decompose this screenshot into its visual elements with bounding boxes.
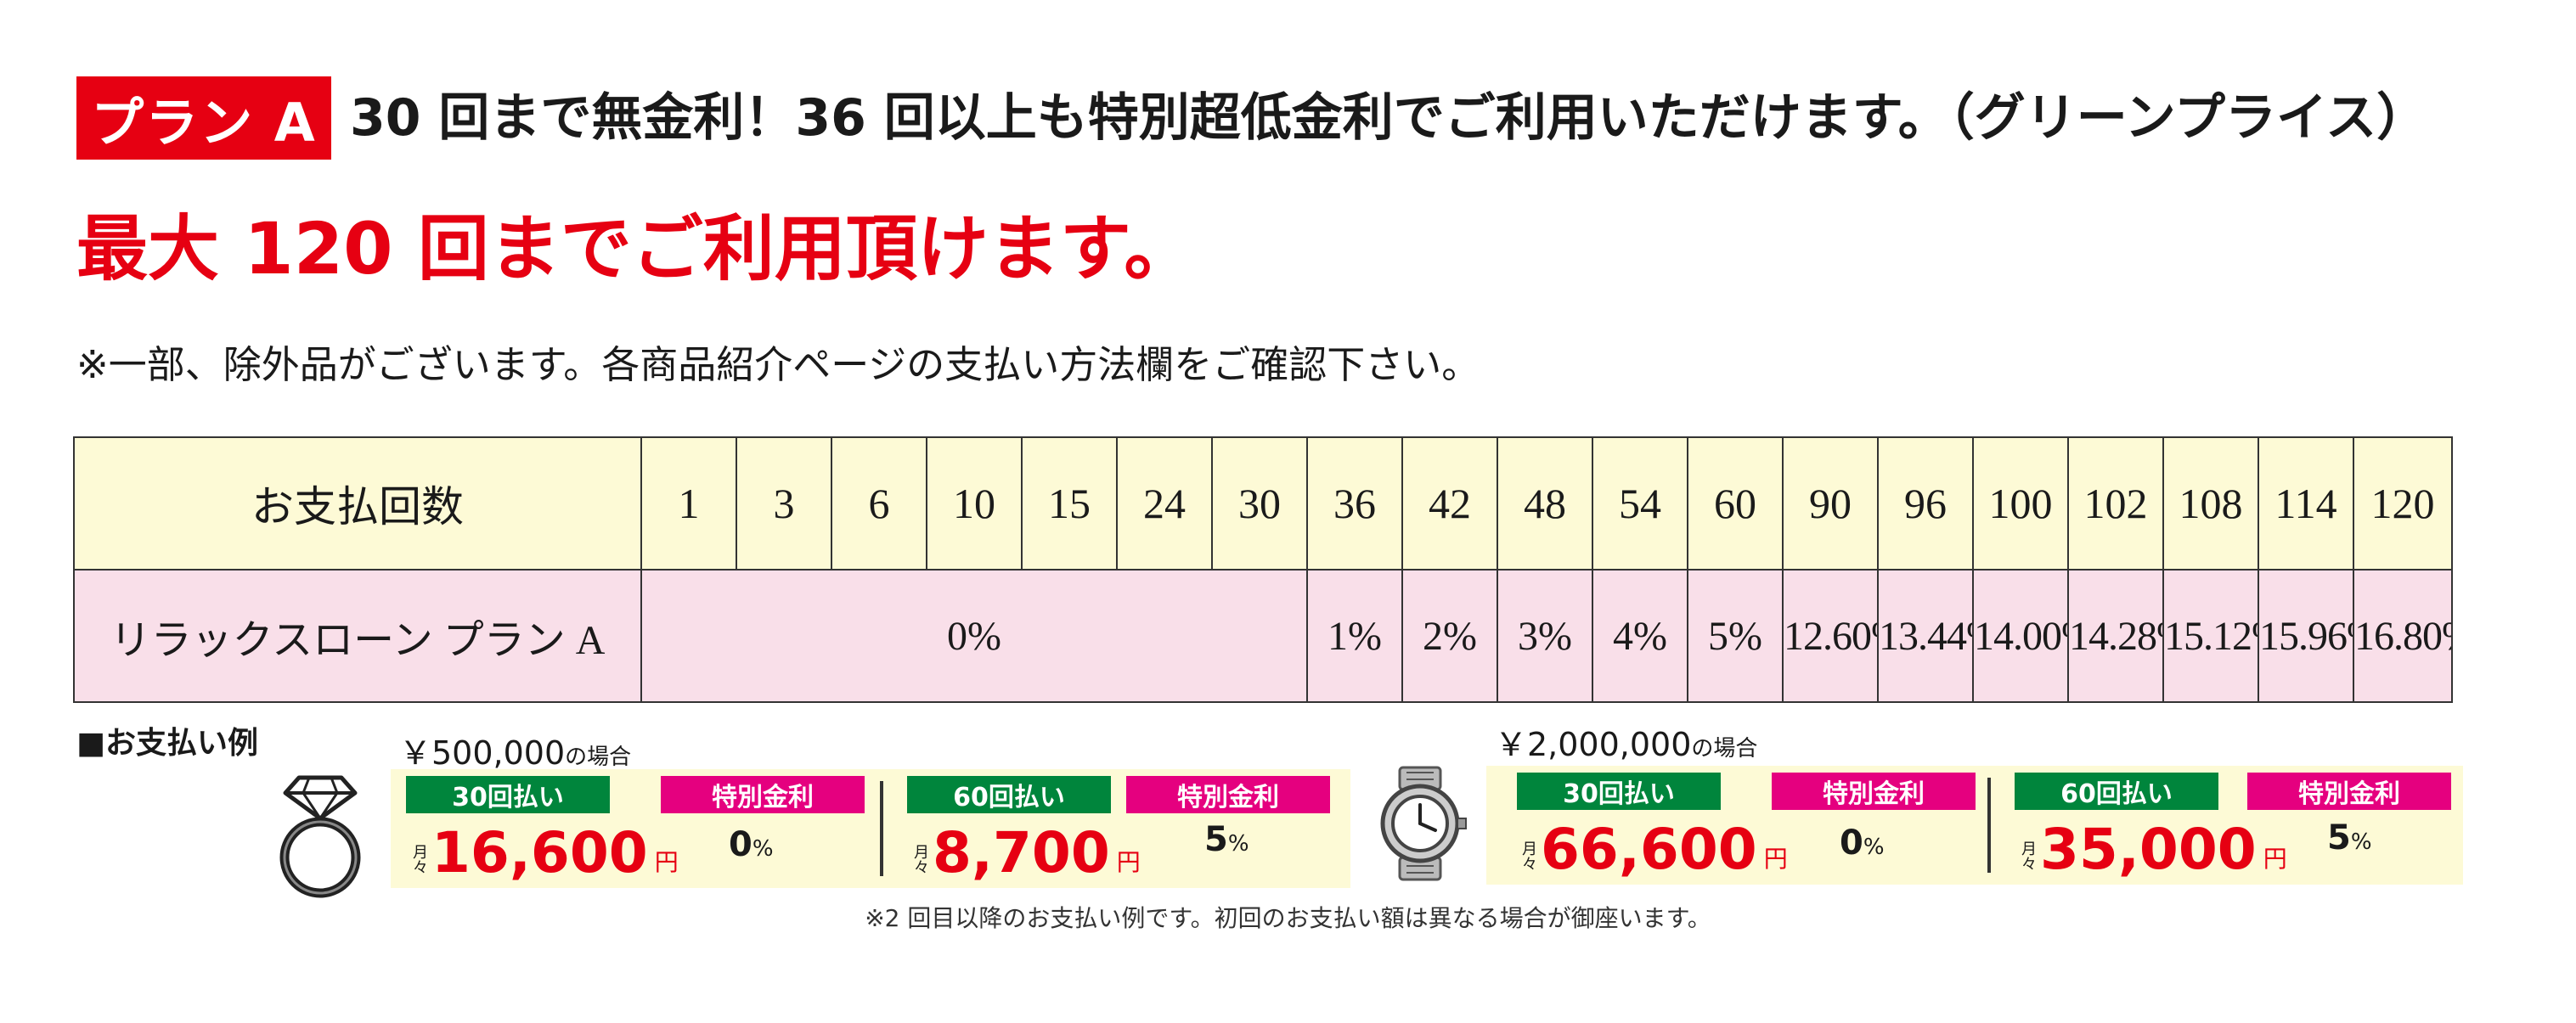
interest-rate-cell: 15.96% xyxy=(2258,569,2354,703)
plan-divider xyxy=(880,781,883,876)
ring-icon xyxy=(273,771,367,898)
monthly-amount: 月々 16,600 円 xyxy=(409,823,679,883)
interest-rate-cell: 14.00% xyxy=(1972,569,2069,703)
special-rate-value: 5% xyxy=(2327,818,2372,857)
interest-rate-cell: 13.44% xyxy=(1877,569,1974,703)
payment-count-cell: 96 xyxy=(1877,436,1974,571)
payment-count-cell: 42 xyxy=(1401,436,1498,571)
yen-unit: 円 xyxy=(1763,845,1788,873)
payment-count-cell: 10 xyxy=(926,436,1023,571)
interest-rate-cell: 1% xyxy=(1306,569,1403,703)
example-price: ￥2,000,000 xyxy=(1495,726,1692,763)
example-price-suffix: の場合 xyxy=(565,745,632,770)
payment-examples-title: ■お支払い例 xyxy=(76,726,259,761)
payment-count-cell: 90 xyxy=(1782,436,1879,571)
zero-rate-cell: 0% xyxy=(640,569,1308,703)
payment-count-cell: 6 xyxy=(831,436,927,571)
example-price: ￥500,000 xyxy=(399,734,566,772)
installment-count-tag: 60回払い xyxy=(2015,773,2218,810)
plan-a-badge: プラン A xyxy=(76,76,331,160)
rate-percent: % xyxy=(1227,831,1249,857)
payment-count-cell: 30 xyxy=(1211,436,1308,571)
yen-unit: 円 xyxy=(1116,848,1141,876)
special-rate-tag: 特別金利 xyxy=(1126,776,1330,813)
payment-count-cell: 3 xyxy=(736,436,832,571)
interest-rate-cell: 2% xyxy=(1401,569,1498,703)
monthly-amount: 月々 66,600 円 xyxy=(1519,820,1788,880)
installment-count-tag: 30回払い xyxy=(406,776,610,813)
monthly-amount-value: 66,600 xyxy=(1541,817,1757,882)
payment-count-cell: 24 xyxy=(1116,436,1213,571)
payment-count-cell: 1 xyxy=(640,436,737,571)
payment-count-cell: 54 xyxy=(1592,436,1688,571)
rate-number: 5 xyxy=(1204,820,1228,859)
rate-number: 0 xyxy=(1840,823,1863,863)
payment-count-cell: 108 xyxy=(2162,436,2259,571)
interest-rate-cell: 5% xyxy=(1687,569,1784,703)
yen-unit: 円 xyxy=(654,848,679,876)
installment-count-tag: 60回払い xyxy=(907,776,1111,813)
payment-count-cell: 114 xyxy=(2258,436,2354,571)
payment-count-cell: 60 xyxy=(1687,436,1784,571)
payment-count-cell: 100 xyxy=(1972,436,2069,571)
interest-rate-cell: 14.28% xyxy=(2067,569,2164,703)
payment-count-cell: 36 xyxy=(1306,436,1403,571)
example-price-label: ￥500,000の場合 xyxy=(399,727,631,773)
interest-rate-cell: 4% xyxy=(1592,569,1688,703)
yen-unit: 円 xyxy=(2263,845,2287,873)
payment-footnote: ※2 回目以降のお支払い例です。初回のお支払い額は異なる場合が御座います。 xyxy=(865,904,1711,932)
example-price-suffix: の場合 xyxy=(1691,736,1758,762)
special-rate-value: 0% xyxy=(729,825,774,864)
interest-rate-cell: 15.12% xyxy=(2162,569,2259,703)
rate-percent: % xyxy=(2350,829,2372,855)
monthly-amount-value: 16,600 xyxy=(431,820,648,885)
plan-divider xyxy=(1987,778,1991,873)
max-installments-headline: 最大 120 回までご利用頂けます。 xyxy=(76,207,1196,290)
watch-icon xyxy=(1369,764,1471,883)
special-rate-tag: 特別金利 xyxy=(661,776,865,813)
monthly-amount-value: 35,000 xyxy=(2040,817,2257,882)
monthly-prefix: 月々 xyxy=(1519,840,1537,871)
special-rate-value: 0% xyxy=(1840,823,1885,863)
installment-count-tag: 30回払い xyxy=(1517,773,1721,810)
monthly-amount: 月々 8,700 円 xyxy=(910,823,1141,883)
payment-count-cell: 120 xyxy=(2353,436,2453,571)
monthly-prefix: 月々 xyxy=(911,844,929,874)
plan-name-header: リラックスローン プラン A xyxy=(73,569,642,703)
installment-rate-table: お支払回数 1 3 6 10 15 24 30 36 42 48 54 60 9… xyxy=(73,436,2453,703)
payment-count-cell: 48 xyxy=(1497,436,1593,571)
rate-number: 0 xyxy=(729,825,753,864)
rate-percent: % xyxy=(1863,835,1885,860)
monthly-prefix: 月々 xyxy=(410,844,428,874)
special-rate-tag: 特別金利 xyxy=(1772,773,1976,810)
monthly-prefix: 月々 xyxy=(2019,840,2037,871)
interest-rate-cell: 16.80% xyxy=(2353,569,2453,703)
monthly-amount: 月々 35,000 円 xyxy=(2018,820,2287,880)
interest-rate-cell: 12.60% xyxy=(1782,569,1879,703)
payment-count-cell: 102 xyxy=(2067,436,2164,571)
example-price-label: ￥2,000,000の場合 xyxy=(1495,718,1757,765)
payment-count-header: お支払回数 xyxy=(73,436,642,571)
payment-count-cell: 15 xyxy=(1021,436,1118,571)
special-rate-tag: 特別金利 xyxy=(2247,773,2451,810)
exclusion-note: ※一部、除外品がございます。各商品紹介ページの支払い方法欄をご確認下さい。 xyxy=(76,342,1480,387)
plan-headline: 30 回まで無金利！36 回以上も特別超低金利でご利用いただけます。（グリーンプ… xyxy=(350,88,2428,148)
special-rate-value: 5% xyxy=(1204,820,1249,859)
interest-rate-row: リラックスローン プラン A 0% 1% 2% 3% 4% 5% 12.60% … xyxy=(73,569,2453,703)
interest-rate-cell: 3% xyxy=(1497,569,1593,703)
payment-count-row: お支払回数 1 3 6 10 15 24 30 36 42 48 54 60 9… xyxy=(73,436,2453,571)
monthly-amount-value: 8,700 xyxy=(933,820,1110,885)
rate-number: 5 xyxy=(2327,818,2351,857)
rate-percent: % xyxy=(752,836,774,862)
